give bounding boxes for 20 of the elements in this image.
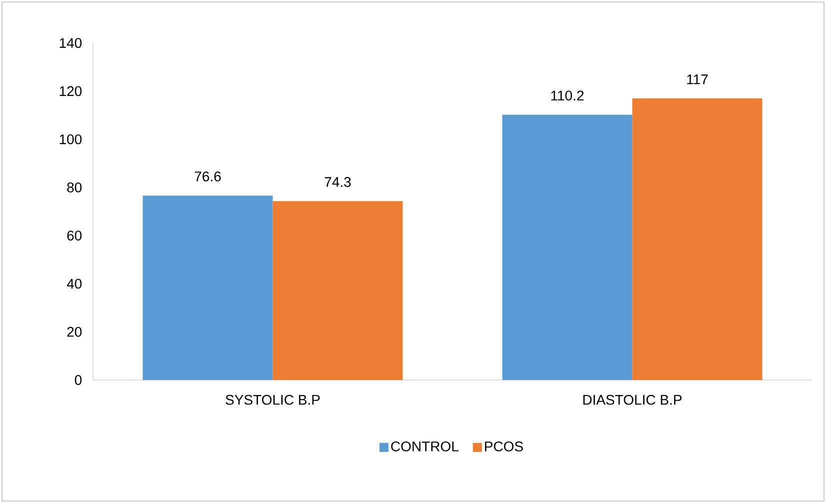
data-label: 110.2: [551, 90, 584, 101]
data-label: 117: [687, 74, 708, 84]
y-tick-label: 0: [74, 375, 82, 385]
data-label: 74.3: [324, 177, 351, 187]
x-tick-label: DIASTOLIC B.P: [583, 394, 682, 405]
y-tick-label: 60: [67, 230, 82, 241]
data-label: 76.6: [194, 171, 221, 182]
y-tick-label: 20: [67, 326, 82, 337]
x-tick-label: SYSTOLIC B.P: [226, 394, 320, 405]
bar: [632, 98, 762, 380]
bar: [142, 196, 273, 380]
y-tick-label: 140: [60, 38, 82, 48]
y-tick-label: 120: [60, 86, 82, 96]
legend-label: PCOS: [485, 441, 523, 452]
legend-label: CONTROL: [391, 441, 458, 452]
y-tick-label: 80: [67, 182, 82, 192]
bar: [502, 114, 632, 380]
y-tick-label: 100: [60, 134, 82, 144]
y-tick-label: 40: [66, 278, 82, 289]
bar: [272, 201, 403, 380]
